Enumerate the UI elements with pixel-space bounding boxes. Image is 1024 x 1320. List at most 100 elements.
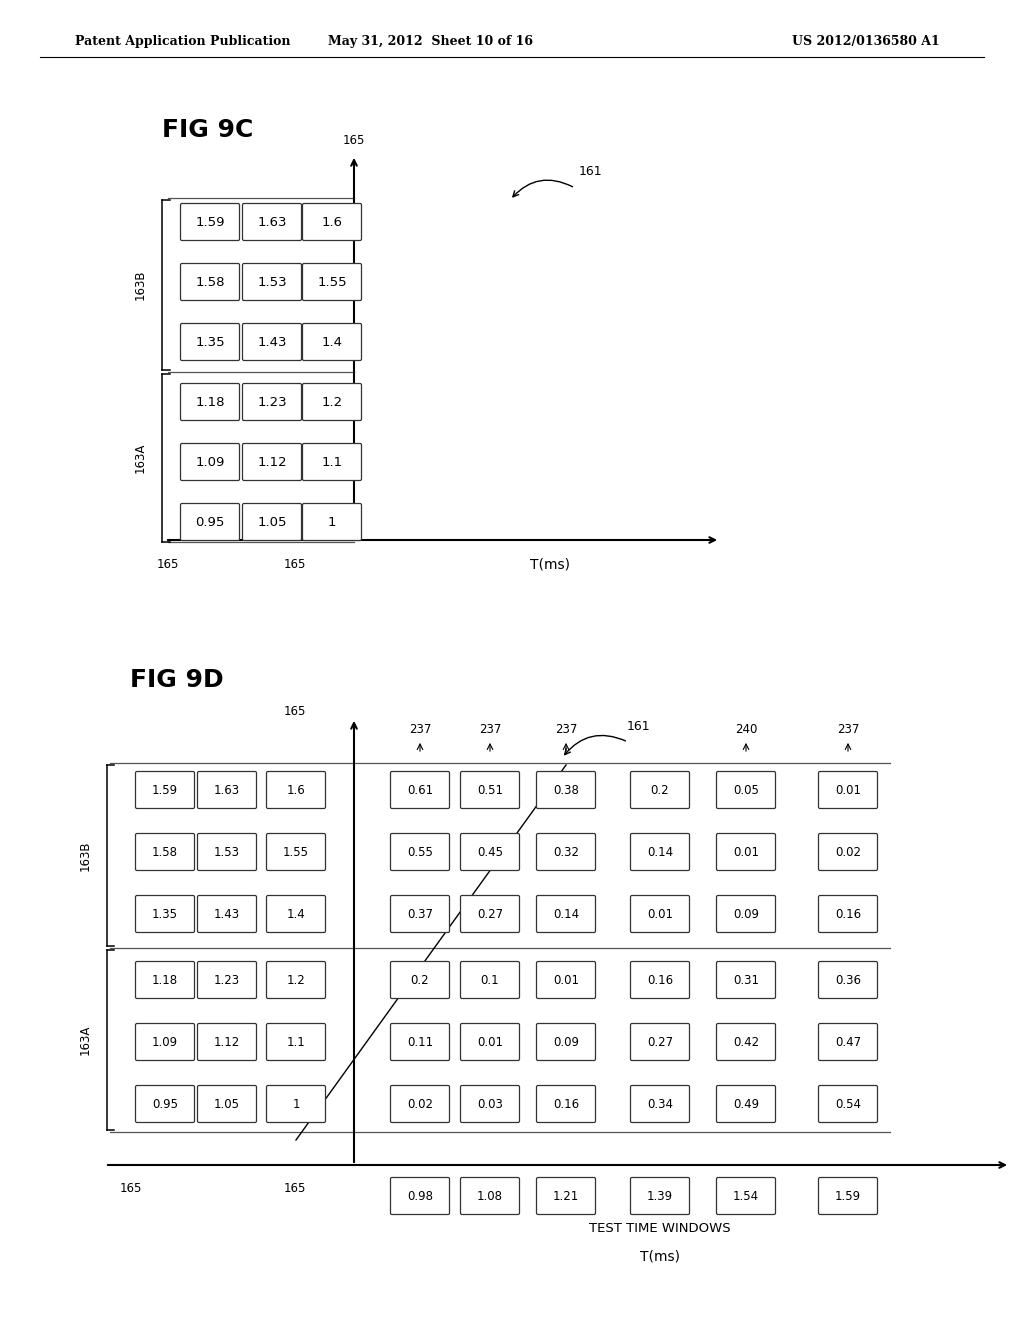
FancyBboxPatch shape — [180, 444, 240, 480]
Text: 1.55: 1.55 — [283, 846, 309, 858]
Text: 1.43: 1.43 — [257, 335, 287, 348]
Text: 0.14: 0.14 — [553, 908, 579, 920]
FancyBboxPatch shape — [631, 1177, 689, 1214]
Text: 0.49: 0.49 — [733, 1097, 759, 1110]
Text: Patent Application Publication: Patent Application Publication — [75, 36, 291, 49]
Text: 0.51: 0.51 — [477, 784, 503, 796]
Text: 0.16: 0.16 — [553, 1097, 579, 1110]
Text: 1.4: 1.4 — [322, 335, 342, 348]
Text: 1.09: 1.09 — [152, 1035, 178, 1048]
FancyBboxPatch shape — [243, 384, 301, 421]
Text: 165: 165 — [343, 135, 366, 147]
FancyBboxPatch shape — [818, 1023, 878, 1060]
Text: 1.12: 1.12 — [257, 455, 287, 469]
FancyBboxPatch shape — [717, 895, 775, 932]
FancyBboxPatch shape — [461, 833, 519, 870]
Text: 1.08: 1.08 — [477, 1189, 503, 1203]
FancyBboxPatch shape — [180, 323, 240, 360]
Text: 0.1: 0.1 — [480, 974, 500, 986]
FancyBboxPatch shape — [180, 384, 240, 421]
Text: 163A: 163A — [133, 442, 146, 473]
FancyBboxPatch shape — [198, 833, 256, 870]
FancyBboxPatch shape — [390, 771, 450, 808]
Text: 1: 1 — [328, 516, 336, 528]
Text: FIG 9C: FIG 9C — [162, 117, 253, 143]
Text: T(ms): T(ms) — [640, 1250, 680, 1265]
FancyBboxPatch shape — [135, 1085, 195, 1122]
FancyBboxPatch shape — [818, 895, 878, 932]
Text: 0.01: 0.01 — [647, 908, 673, 920]
Text: 165: 165 — [284, 558, 306, 572]
Text: 1.4: 1.4 — [287, 908, 305, 920]
FancyBboxPatch shape — [302, 384, 361, 421]
FancyBboxPatch shape — [461, 1085, 519, 1122]
Text: 0.09: 0.09 — [733, 908, 759, 920]
FancyBboxPatch shape — [631, 1023, 689, 1060]
Text: 0.01: 0.01 — [835, 784, 861, 796]
Text: 165: 165 — [120, 1181, 142, 1195]
Text: 0.54: 0.54 — [835, 1097, 861, 1110]
FancyBboxPatch shape — [390, 895, 450, 932]
FancyBboxPatch shape — [537, 1085, 596, 1122]
FancyBboxPatch shape — [717, 961, 775, 998]
FancyBboxPatch shape — [266, 895, 326, 932]
FancyBboxPatch shape — [818, 1085, 878, 1122]
FancyBboxPatch shape — [266, 771, 326, 808]
Text: 1.2: 1.2 — [287, 974, 305, 986]
FancyBboxPatch shape — [135, 895, 195, 932]
FancyBboxPatch shape — [243, 203, 301, 240]
Text: 0.55: 0.55 — [408, 846, 433, 858]
Text: 0.27: 0.27 — [647, 1035, 673, 1048]
Text: 1.23: 1.23 — [257, 396, 287, 408]
Text: 1.53: 1.53 — [257, 276, 287, 289]
Text: 0.09: 0.09 — [553, 1035, 579, 1048]
Text: 165: 165 — [284, 1181, 306, 1195]
Text: 1.59: 1.59 — [835, 1189, 861, 1203]
Text: FIG 9D: FIG 9D — [130, 668, 223, 692]
Text: 0.14: 0.14 — [647, 846, 673, 858]
FancyBboxPatch shape — [461, 895, 519, 932]
FancyBboxPatch shape — [717, 1177, 775, 1214]
Text: 0.02: 0.02 — [835, 846, 861, 858]
Text: 165: 165 — [157, 558, 179, 572]
Text: T(ms): T(ms) — [530, 558, 570, 572]
FancyBboxPatch shape — [266, 961, 326, 998]
FancyBboxPatch shape — [631, 1085, 689, 1122]
FancyBboxPatch shape — [135, 1023, 195, 1060]
FancyBboxPatch shape — [302, 203, 361, 240]
FancyBboxPatch shape — [180, 264, 240, 301]
Text: 1.35: 1.35 — [196, 335, 225, 348]
FancyBboxPatch shape — [390, 961, 450, 998]
FancyBboxPatch shape — [818, 1177, 878, 1214]
Text: 0.45: 0.45 — [477, 846, 503, 858]
Text: 0.03: 0.03 — [477, 1097, 503, 1110]
Text: 1.6: 1.6 — [287, 784, 305, 796]
FancyBboxPatch shape — [198, 961, 256, 998]
FancyBboxPatch shape — [198, 895, 256, 932]
Text: 237: 237 — [479, 723, 501, 737]
Text: 161: 161 — [627, 719, 650, 733]
FancyBboxPatch shape — [390, 1085, 450, 1122]
FancyBboxPatch shape — [302, 323, 361, 360]
FancyBboxPatch shape — [198, 1085, 256, 1122]
FancyBboxPatch shape — [198, 771, 256, 808]
FancyBboxPatch shape — [198, 1023, 256, 1060]
Text: 1.05: 1.05 — [214, 1097, 240, 1110]
Text: 1.59: 1.59 — [196, 215, 224, 228]
FancyBboxPatch shape — [717, 1085, 775, 1122]
Text: 1.1: 1.1 — [287, 1035, 305, 1048]
Text: 1.58: 1.58 — [196, 276, 224, 289]
Text: 237: 237 — [409, 723, 431, 737]
Text: 237: 237 — [555, 723, 578, 737]
FancyBboxPatch shape — [243, 323, 301, 360]
Text: 1.23: 1.23 — [214, 974, 240, 986]
Text: 1.12: 1.12 — [214, 1035, 240, 1048]
Text: 0.02: 0.02 — [407, 1097, 433, 1110]
FancyBboxPatch shape — [717, 1023, 775, 1060]
Text: 0.01: 0.01 — [477, 1035, 503, 1048]
FancyBboxPatch shape — [302, 444, 361, 480]
Text: 1.63: 1.63 — [214, 784, 240, 796]
Text: 1.21: 1.21 — [553, 1189, 580, 1203]
FancyBboxPatch shape — [135, 961, 195, 998]
Text: 1.53: 1.53 — [214, 846, 240, 858]
